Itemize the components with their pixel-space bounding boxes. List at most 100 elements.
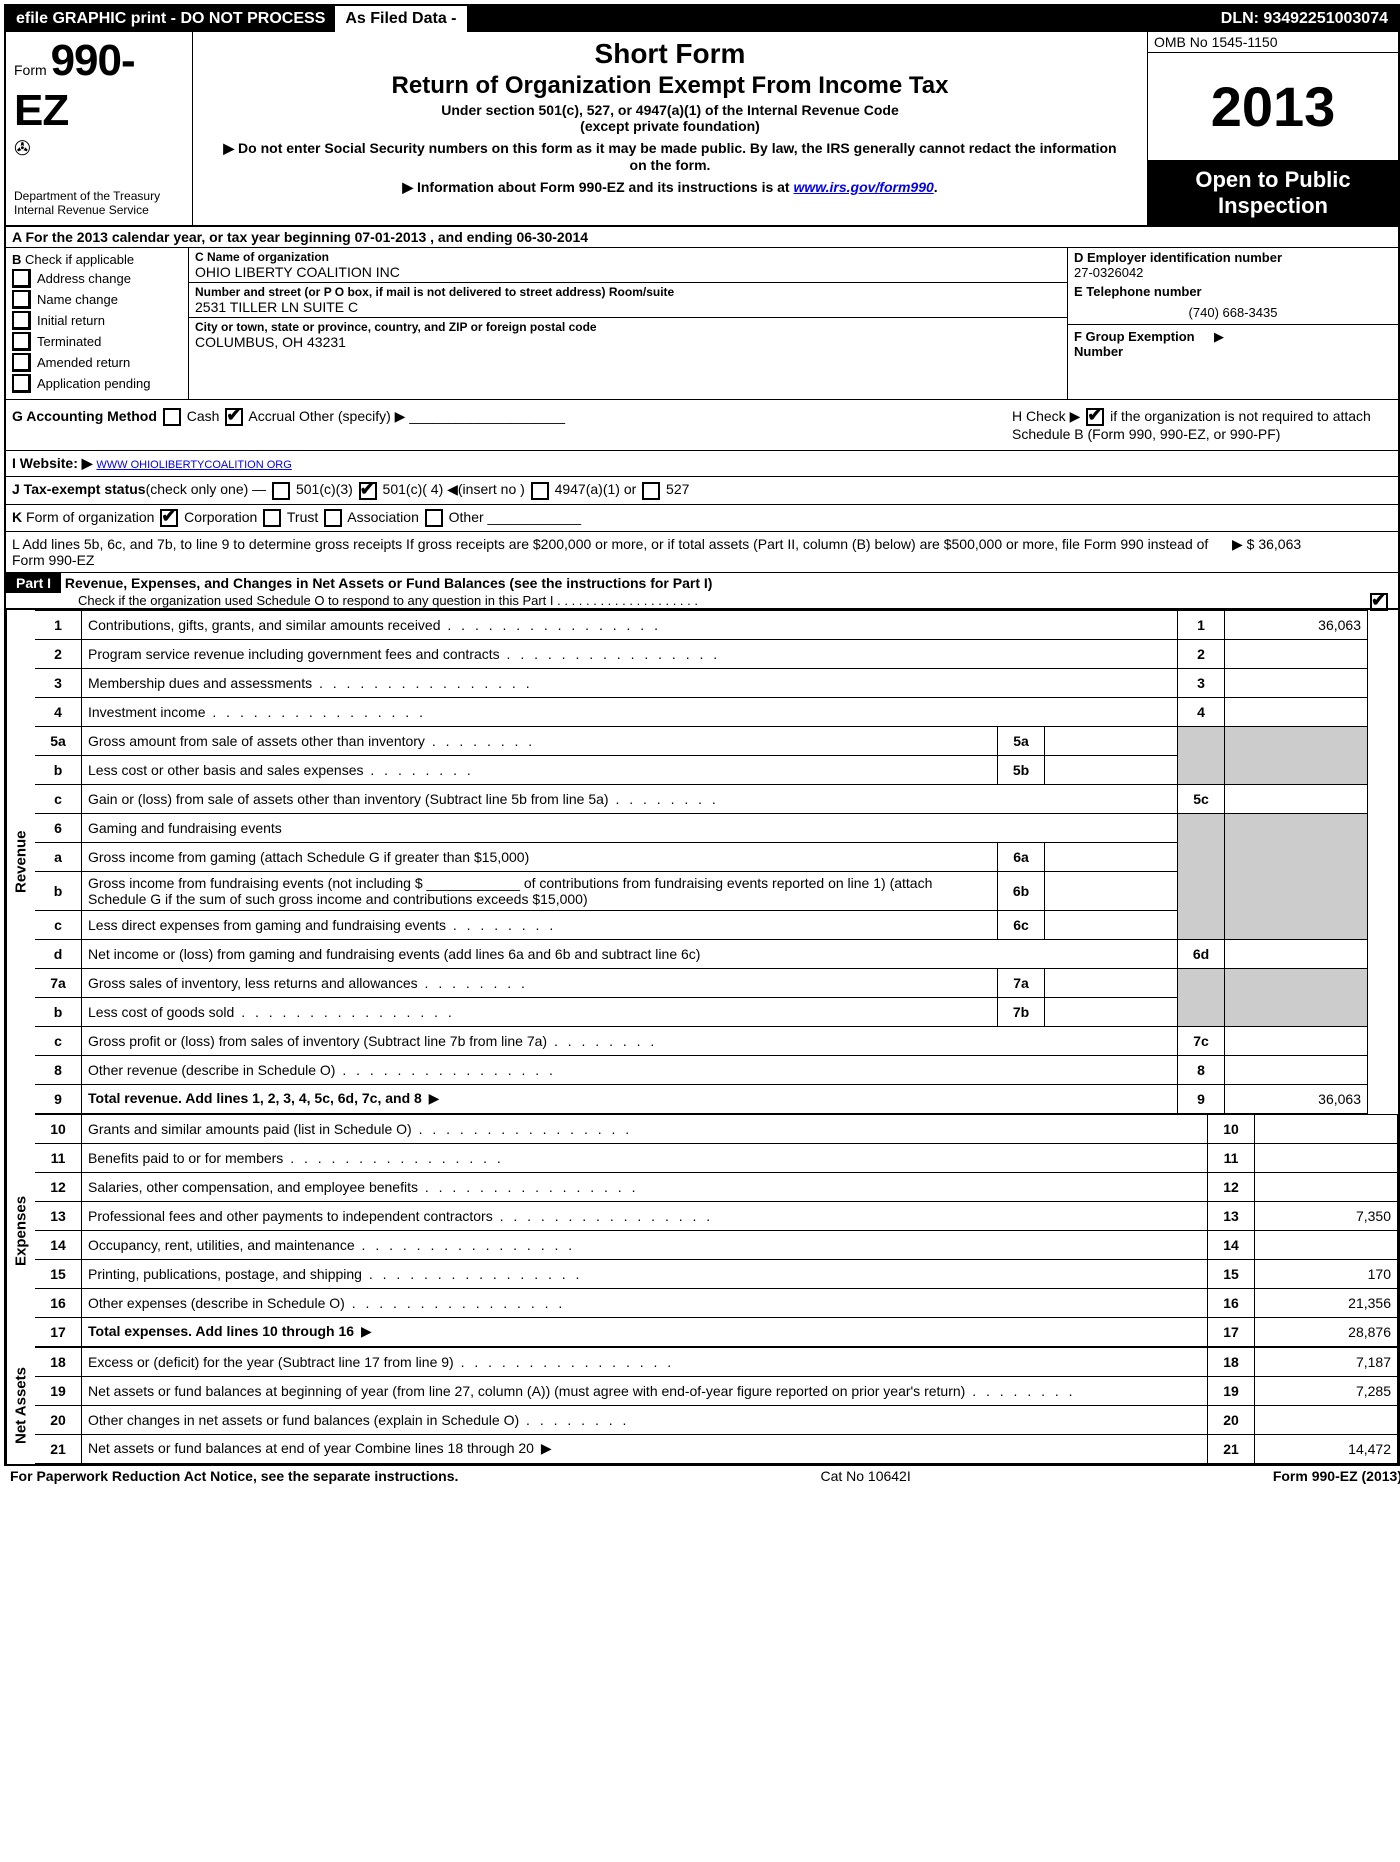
- chk-pending[interactable]: Application pending: [12, 374, 182, 393]
- h-schedule-b: H Check ▶ if the organization is not req…: [1012, 408, 1392, 442]
- chk-other[interactable]: [425, 509, 443, 527]
- irs-link[interactable]: www.irs.gov/form990: [793, 179, 933, 195]
- chk-trust[interactable]: [263, 509, 281, 527]
- chk-schedule-o[interactable]: [1370, 593, 1388, 611]
- chk-address-change[interactable]: Address change: [12, 269, 182, 288]
- expenses-label: Expenses: [6, 1114, 35, 1347]
- header-right: OMB No 1545-1150 2013 Open to Public Ins…: [1147, 32, 1398, 225]
- checkbox-icon: [12, 332, 31, 351]
- street-value: 2531 TILLER LN SUITE C: [195, 299, 1061, 315]
- arrow-icon: [422, 1090, 443, 1106]
- col-de: D Employer identification number 27-0326…: [1068, 248, 1398, 399]
- info-pre: ▶ Information about Form 990-EZ and its …: [402, 179, 793, 195]
- netassets-label: Net Assets: [6, 1347, 35, 1464]
- col-b-checkboxes: B Check if applicable Address change Nam…: [6, 248, 189, 399]
- part-1-sub: Check if the organization used Schedule …: [6, 593, 1398, 608]
- city-row: City or town, state or province, country…: [189, 318, 1067, 399]
- group-exemption-row: F Group Exemption Number ▶: [1068, 325, 1398, 363]
- page-footer: For Paperwork Reduction Act Notice, see …: [4, 1466, 1400, 1486]
- chk-initial-return[interactable]: Initial return: [12, 311, 182, 330]
- l-text: L Add lines 5b, 6c, and 7b, to line 9 to…: [12, 536, 1232, 568]
- subtitle-2: (except private foundation): [213, 118, 1127, 134]
- ein-row: D Employer identification number 27-0326…: [1068, 248, 1398, 282]
- city-label: City or town, state or province, country…: [195, 320, 1061, 334]
- row-k-org-form: K Form of organization Corporation Trust…: [6, 505, 1398, 532]
- ein-value: 27-0326042: [1074, 265, 1392, 280]
- part-1-title: Revenue, Expenses, and Changes in Net As…: [65, 575, 713, 591]
- chk-accrual[interactable]: [225, 408, 243, 426]
- row-l-gross-receipts: L Add lines 5b, 6c, and 7b, to line 9 to…: [6, 532, 1398, 573]
- chk-association[interactable]: [324, 509, 342, 527]
- street-row: Number and street (or P O box, if mail i…: [189, 283, 1067, 318]
- revenue-label: Revenue: [6, 610, 35, 1114]
- ssn-warning: ▶ Do not enter Social Security numbers o…: [213, 140, 1127, 173]
- b-sub: Check if applicable: [25, 252, 134, 267]
- org-name-label: C Name of organization: [195, 250, 1061, 264]
- l-amount: ▶ $ 36,063: [1232, 536, 1392, 568]
- chk-name-change[interactable]: Name change: [12, 290, 182, 309]
- dept-treasury: Department of the Treasury: [14, 189, 184, 203]
- city-value: COLUMBUS, OH 43231: [195, 334, 1061, 350]
- irs-logo-icon: ✇: [14, 136, 184, 161]
- expenses-table: 10Grants and similar amounts paid (list …: [35, 1114, 1398, 1347]
- chk-cash[interactable]: [163, 408, 181, 426]
- line-num: 1: [35, 610, 82, 639]
- cat-number: Cat No 10642I: [820, 1468, 910, 1484]
- website-label: I Website: ▶: [12, 455, 96, 471]
- checkbox-icon: [12, 290, 31, 309]
- form-label: Form: [14, 62, 47, 78]
- subtitle-1: Under section 501(c), 527, or 4947(a)(1)…: [213, 102, 1127, 118]
- topbar-dln: DLN: 93492251003074: [1211, 10, 1398, 28]
- netassets-table: 18Excess or (deficit) for the year (Subt…: [35, 1347, 1398, 1464]
- phone-label: E Telephone number: [1074, 284, 1202, 299]
- row-a-tax-year: A For the 2013 calendar year, or tax yea…: [6, 227, 1398, 248]
- chk-501c3[interactable]: [272, 482, 290, 500]
- h-pre: H Check ▶: [1012, 408, 1080, 424]
- phone-value: (740) 668-3435: [1068, 301, 1398, 325]
- form-990ez-page: efile GRAPHIC print - DO NOT PROCESS As …: [4, 4, 1400, 1466]
- part-1-badge: Part I: [6, 573, 61, 593]
- f-label: F Group Exemption Number: [1074, 329, 1195, 359]
- chk-4947[interactable]: [531, 482, 549, 500]
- row-gh: G Accounting Method Cash Accrual Other (…: [6, 400, 1398, 451]
- part-1-header: Part I Revenue, Expenses, and Changes in…: [6, 573, 1398, 610]
- chk-527[interactable]: [642, 482, 660, 500]
- arrow-icon: [534, 1440, 555, 1456]
- omb-number: OMB No 1545-1150: [1148, 32, 1398, 53]
- paperwork-notice: For Paperwork Reduction Act Notice, see …: [10, 1468, 458, 1484]
- topbar-left: efile GRAPHIC print - DO NOT PROCESS: [6, 10, 335, 28]
- chk-terminated[interactable]: Terminated: [12, 332, 182, 351]
- g-accounting: G Accounting Method Cash Accrual Other (…: [12, 408, 1012, 442]
- org-name-row: C Name of organization OHIO LIBERTY COAL…: [189, 248, 1067, 283]
- form-revision: Form 990-EZ (2013): [1273, 1468, 1400, 1484]
- form-header: Form 990-EZ ✇ Department of the Treasury…: [6, 32, 1398, 227]
- org-name: OHIO LIBERTY COALITION INC: [195, 264, 1061, 280]
- chk-501c[interactable]: [359, 482, 377, 500]
- chk-corporation[interactable]: [160, 509, 178, 527]
- arrow-icon: [354, 1323, 375, 1339]
- row-i-website: I Website: ▶ WWW OHIOLIBERTYCOALITION OR…: [6, 451, 1398, 477]
- col-c-org-info: C Name of organization OHIO LIBERTY COAL…: [189, 248, 1068, 399]
- open-line1: Open to Public: [1148, 167, 1398, 193]
- open-line2: Inspection: [1148, 193, 1398, 219]
- revenue-section: Revenue 1Contributions, gifts, grants, a…: [6, 610, 1368, 1114]
- g-label: G Accounting Method: [12, 408, 161, 424]
- header-center: Short Form Return of Organization Exempt…: [193, 32, 1147, 225]
- topbar-mid: As Filed Data -: [335, 6, 466, 32]
- arrow-icon: ▶: [1214, 329, 1224, 359]
- part-1-sub-text: Check if the organization used Schedule …: [78, 593, 698, 608]
- website-link[interactable]: WWW OHIOLIBERTYCOALITION ORG: [96, 459, 291, 471]
- tax-year: 2013: [1148, 53, 1398, 161]
- row-j-tax-status: J Tax-exempt status(check only one) — 50…: [6, 477, 1398, 504]
- revenue-table: 1Contributions, gifts, grants, and simil…: [35, 610, 1368, 1114]
- ein-label: D Employer identification number: [1074, 250, 1282, 265]
- expenses-section: Expenses 10Grants and similar amounts pa…: [6, 1114, 1398, 1347]
- chk-amended[interactable]: Amended return: [12, 353, 182, 372]
- chk-schedule-b[interactable]: [1086, 408, 1104, 426]
- checkbox-icon: [12, 311, 31, 330]
- checkbox-icon: [12, 353, 31, 372]
- return-title: Return of Organization Exempt From Incom…: [213, 72, 1127, 100]
- line-desc: Contributions, gifts, grants, and simila…: [82, 610, 1178, 639]
- header-left: Form 990-EZ ✇ Department of the Treasury…: [6, 32, 193, 225]
- accrual-label: Accrual Other (specify) ▶: [248, 408, 405, 424]
